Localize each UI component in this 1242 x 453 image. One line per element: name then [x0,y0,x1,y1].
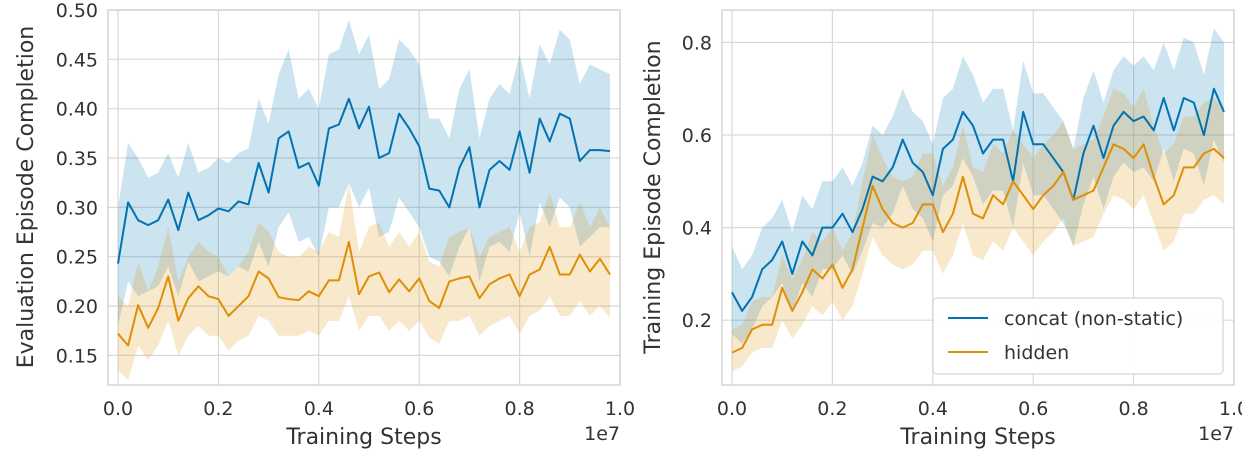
right-x-tick-label: 1.0 [1219,398,1242,420]
left-x-tick-label: 1.0 [605,398,635,420]
left-y-tick-label: 0.20 [56,296,98,318]
left-x-tick-label: 0.6 [404,398,434,420]
left-x-axis-label: Training Steps [285,425,441,449]
legend: concat (non-static) hidden [932,297,1224,375]
right-chart-panel: 0.0 0.2 0.4 0.6 0.8 1.0 0.2 0.4 0.6 0.8 Training… [641,9,1242,450]
right-y-tick-label: 0.6 [682,125,712,147]
right-x-tick-label: 0.4 [918,398,948,420]
left-plot-frame [107,9,621,386]
right-hidden-confidence-band [732,88,1224,372]
left-x-tick-label: 0.0 [103,398,133,420]
left-y-tick-label: 0.45 [56,49,98,71]
left-y-tick-label: 0.30 [56,197,98,219]
legend-box [932,297,1224,375]
left-y-tick-label: 0.40 [56,99,98,121]
right-y-axis-label: Training Episode Completion [641,40,666,354]
left-x-tick-label: 0.2 [203,398,233,420]
left-x-tick-label: 0.4 [304,398,334,420]
right-plot-frame [721,9,1235,386]
right-x-tick-label: 0.6 [1018,398,1048,420]
legend-label-hidden: hidden [1004,342,1069,364]
left-y-tick-label: 0.25 [56,247,98,269]
right-x-multiplier: 1e7 [1198,423,1234,445]
left-chart-panel: 0.0 0.2 0.4 0.6 0.8 1.0 0.15 0.20 0.25 0.30 0.35 0… [14,0,635,450]
right-y-tick-label: 0.4 [682,218,712,240]
right-x-tick-label: 0.8 [1118,398,1148,420]
left-y-axis-label: Evaluation Episode Completion [14,26,39,368]
left-x-multiplier: 1e7 [584,423,620,445]
left-y-tick-label: 0.35 [56,148,98,170]
right-x-tick-label: 0.2 [817,398,847,420]
left-y-tick-label: 0.15 [56,345,98,367]
right-concat-confidence-band [732,28,1224,344]
right-y-tick-label: 0.8 [682,32,712,54]
right-hidden-series-line [731,143,1225,354]
legend-label-concat: concat (non-static) [1004,308,1183,330]
left-concat-series-line [117,97,611,264]
right-y-tick-label: 0.2 [682,310,712,332]
left-y-tick-label: 0.50 [56,0,98,22]
left-hidden-confidence-band [118,182,610,381]
left-x-tick-label: 0.8 [504,398,534,420]
right-x-tick-label: 0.0 [717,398,747,420]
right-x-axis-label: Training Steps [899,425,1055,449]
right-concat-series-line [731,87,1225,312]
left-hidden-series-line [117,240,611,347]
left-concat-confidence-band [118,19,610,326]
